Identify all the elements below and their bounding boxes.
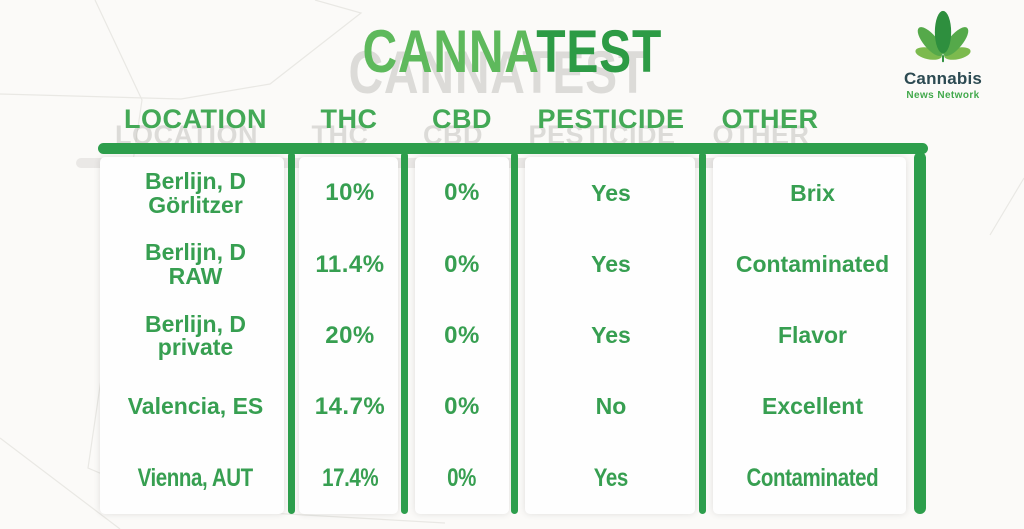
cell-r2-location: Berlijn, D RAW: [145, 239, 246, 289]
title-part-canna: CANNA: [362, 18, 536, 85]
cannabis-leaf-icon: [915, 10, 971, 63]
thc-column-card: [299, 157, 398, 514]
cell-r3-cbd: 0%: [444, 321, 480, 349]
cell-r4-other: Excellent: [762, 393, 863, 420]
cell-r5-other: Contaminated: [746, 463, 879, 492]
cell-r1-thc: 10%: [325, 179, 375, 207]
cell-r5-pesticide: Yes: [593, 463, 629, 492]
cell-r4-thc: 14.7%: [314, 392, 386, 420]
cell-r5-thc: 17.4%: [321, 463, 379, 492]
column-header-location: LOCATION: [124, 104, 267, 134]
cell-r5-cbd: 0%: [447, 463, 477, 492]
cell-r3-other: Flavor: [777, 322, 848, 349]
column-header-thc: THC: [320, 104, 378, 134]
logo-name: Cannabis: [903, 69, 983, 88]
cell-r3-thc: 20%: [325, 321, 375, 349]
title-part-test: TEST: [535, 18, 662, 85]
table-right-border: [914, 152, 926, 514]
table-header-divider: [98, 143, 928, 154]
pesticide-column-card: [525, 157, 695, 514]
cell-r4-location: Valencia, ES: [127, 393, 264, 420]
cell-r4-pesticide: No: [595, 393, 627, 420]
cannabis-news-network-logo: Cannabis News Network: [888, 6, 998, 101]
cell-r4-cbd: 0%: [444, 392, 480, 420]
divider-cbd-pesticide: [511, 152, 518, 514]
cell-r2-other: Contaminated: [735, 251, 890, 278]
column-header-other: OTHER: [721, 104, 819, 134]
cell-r2-thc: 11.4%: [315, 250, 385, 278]
cbd-column-card: [415, 157, 509, 514]
cell-r1-location: Berlijn, D Görlitzer: [145, 168, 246, 218]
column-header-pesticide: PESTICIDE: [537, 104, 685, 134]
cell-r5-location: Vienna, AUT: [137, 463, 254, 492]
location-column-card: [100, 157, 284, 514]
page-title: CANNATEST: [0, 22, 1024, 82]
cell-r1-other: Brix: [790, 179, 835, 206]
cell-r2-cbd: 0%: [444, 250, 480, 278]
divider-pesticide-other: [699, 152, 706, 514]
logo-tagline: News Network: [906, 90, 980, 101]
cell-r2-pesticide: Yes: [591, 251, 631, 278]
cell-r1-pesticide: Yes: [591, 179, 631, 206]
cell-r3-pesticide: Yes: [591, 322, 631, 349]
cell-r1-cbd: 0%: [444, 179, 480, 207]
column-header-cbd: CBD: [432, 104, 492, 134]
divider-thc-cbd: [401, 152, 408, 514]
other-column-card: [713, 157, 906, 514]
divider-location-thc: [288, 152, 295, 514]
results-table: Berlijn, D Görlitzer 10% 0% Yes Brix Ber…: [98, 158, 920, 514]
title-shadow: CANNATEST: [348, 39, 648, 106]
cell-r3-location: Berlijn, D private: [145, 310, 246, 360]
